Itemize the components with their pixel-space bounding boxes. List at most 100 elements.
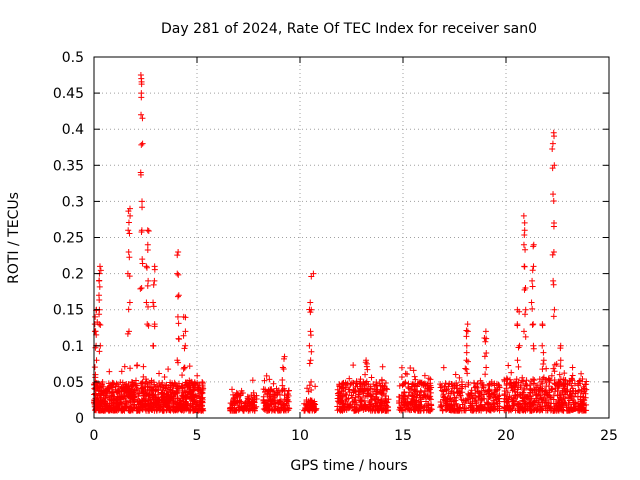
data-point: [540, 357, 547, 364]
data-point: [182, 342, 189, 349]
data-point: [379, 363, 386, 370]
data-point: [110, 380, 117, 387]
data-point: [125, 208, 132, 215]
y-tick-labels: 0 0.05 0.1 0.15 0.2 0.25 0.3 0.35 0.4 0.45 0.5: [53, 50, 84, 427]
data-point: [151, 277, 158, 284]
y-tick-label: 0.3: [62, 194, 84, 210]
data-point: [539, 342, 546, 349]
data-point: [99, 388, 106, 395]
data-point: [521, 231, 528, 238]
data-point: [248, 392, 255, 399]
data-point: [190, 403, 197, 410]
data-point: [360, 393, 367, 400]
data-point: [479, 383, 486, 390]
data-point: [280, 355, 287, 362]
data-point: [540, 396, 547, 403]
data-point: [571, 403, 578, 410]
data-point: [140, 363, 147, 370]
data-point: [342, 384, 349, 391]
data-point: [399, 382, 406, 389]
data-point: [347, 404, 354, 411]
data-point: [522, 246, 529, 253]
data-point: [96, 283, 103, 290]
data-point: [302, 405, 309, 412]
data-point: [159, 387, 166, 394]
data-point: [97, 267, 104, 274]
data-point: [144, 381, 151, 388]
data-point: [180, 365, 187, 372]
data-point: [559, 401, 566, 408]
data-point: [514, 357, 521, 364]
data-point: [400, 381, 407, 388]
data-point: [308, 273, 315, 280]
data-point: [451, 407, 458, 414]
data-point: [175, 248, 182, 255]
data-point: [170, 383, 177, 390]
data-point: [575, 382, 582, 389]
data-point: [174, 252, 181, 259]
data-point: [342, 379, 349, 386]
x-tick-label: 15: [394, 428, 412, 444]
data-point: [143, 376, 150, 383]
data-point: [174, 270, 181, 277]
data-point: [137, 72, 144, 79]
x-axis-label: GPS time / hours: [290, 458, 407, 474]
data-point: [97, 321, 104, 328]
data-point: [95, 404, 102, 411]
data-point: [360, 388, 367, 395]
data-point: [156, 370, 163, 377]
data-point: [406, 389, 413, 396]
data-point: [378, 390, 385, 397]
data-point: [416, 379, 423, 386]
data-point: [146, 387, 153, 394]
data-point: [542, 407, 549, 414]
data-point: [181, 364, 188, 371]
data-point: [464, 370, 471, 377]
data-point: [410, 367, 417, 374]
data-point: [463, 342, 470, 349]
data-point: [228, 404, 235, 411]
data-point: [378, 376, 385, 383]
data-point: [147, 403, 154, 410]
data-point: [407, 365, 414, 372]
data-point: [495, 381, 502, 388]
data-point: [450, 398, 457, 405]
data-point: [92, 381, 99, 388]
data-point: [306, 407, 313, 414]
data-point: [229, 386, 236, 393]
data-point: [551, 133, 558, 140]
data-point: [122, 400, 129, 407]
data-point: [550, 313, 557, 320]
data-point: [191, 398, 198, 405]
data-point: [233, 392, 240, 399]
data-point: [372, 397, 379, 404]
data-point: [491, 391, 498, 398]
data-point: [159, 396, 166, 403]
data-point: [450, 389, 457, 396]
data-point: [581, 385, 588, 392]
data-point: [147, 386, 154, 393]
data-point: [545, 376, 552, 383]
data-point: [557, 363, 564, 370]
data-point: [453, 380, 460, 387]
data-point: [92, 313, 99, 320]
data-point: [380, 405, 387, 412]
data-point: [463, 357, 470, 364]
data-point: [524, 382, 531, 389]
data-point: [307, 299, 314, 306]
data-point: [174, 313, 181, 320]
data-point: [511, 400, 518, 407]
data-point: [357, 376, 364, 383]
data-point: [501, 378, 508, 385]
data-point: [139, 260, 146, 267]
data-point: [240, 407, 247, 414]
data-point: [139, 397, 146, 404]
data-point: [94, 385, 101, 392]
data-point: [96, 407, 103, 414]
data-point: [187, 400, 194, 407]
data-point: [278, 404, 285, 411]
data-point: [493, 386, 500, 393]
data-point: [308, 378, 315, 385]
data-point: [507, 380, 514, 387]
data-point: [175, 320, 182, 327]
